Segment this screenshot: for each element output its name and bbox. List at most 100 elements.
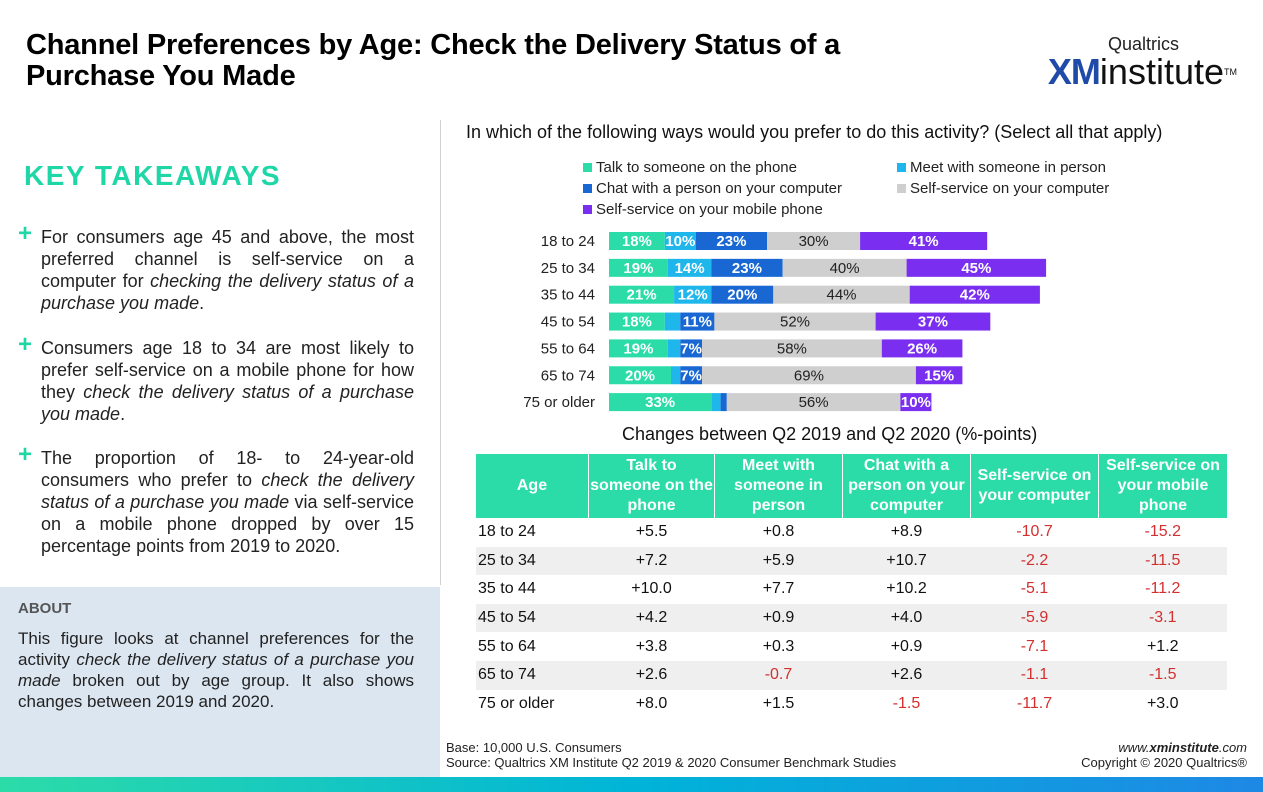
bar-segment (909, 285, 1040, 304)
bottom-gradient-bar (0, 777, 1263, 792)
logo-qualtrics: Qualtrics (1107, 34, 1179, 54)
page-title: Channel Preferences by Age: Check the De… (26, 29, 841, 92)
table-cell-value: -11.7 (1016, 694, 1053, 712)
bar-segment (711, 258, 783, 277)
table-cell-value: -3.1 (1098, 603, 1227, 633)
data-label: 20% (625, 367, 655, 384)
table-cell-value: -2.2 (970, 546, 1099, 576)
takeaway-1-end: . (199, 293, 205, 313)
takeaway-2-emphasis: check the delivery status of a purchase … (41, 382, 414, 424)
bar-segment (609, 312, 665, 331)
table-row: 18 to 24 +5.5 +0.8 +8.9 -10.7 -15.2 (476, 518, 1227, 547)
bar-segment (714, 312, 876, 331)
category-label: 75 or older (523, 394, 595, 411)
category-label: 35 to 44 (541, 287, 595, 304)
legend-swatch (583, 163, 592, 172)
bar-segment (664, 312, 681, 331)
table-row: 55 to 64 +3.8 +0.3 +0.9 -7.1 +1.2 (476, 632, 1227, 661)
bar-segment (680, 312, 715, 331)
table-cell-value: +4.2 (588, 603, 715, 633)
table-cell-value: +2.6 (842, 660, 971, 690)
about-panel (0, 587, 440, 777)
vertical-divider (440, 120, 441, 585)
table-cell-value: +5.9 (714, 546, 843, 576)
table-cell-value: +1.5 (762, 694, 795, 712)
legend-item-mobile: Self-service on your mobile phone (583, 201, 823, 218)
about-emphasis: check the delivery status of a purchase … (18, 650, 414, 690)
about-heading: ABOUT (18, 600, 72, 617)
bar-segment (609, 258, 668, 277)
data-label: 19% (623, 340, 653, 357)
data-label: 69% (794, 367, 824, 384)
footer-source: Base: 10,000 U.S. Consumers Source: Qual… (446, 740, 896, 770)
about-text: This figure looks at channel preferences… (18, 628, 414, 712)
header-chat: Chat with a person on your computer (842, 454, 971, 518)
legend-item-computer: Self-service on your computer (897, 180, 1109, 197)
data-label: 23% (732, 260, 762, 277)
data-label: 33% (645, 394, 675, 411)
bar-segment (702, 366, 916, 385)
table-cell-value: +8.0 (635, 694, 668, 712)
table-cell-value: -1.5 (892, 694, 921, 712)
data-label: 11% (683, 314, 712, 331)
bar-segment (767, 232, 861, 250)
logo-xm: XM (1047, 51, 1101, 92)
footer-source-text: Source: Qualtrics XM Institute Q2 2019 &… (446, 755, 897, 770)
data-label: 42% (960, 287, 990, 304)
bar-segment (875, 312, 991, 331)
table-row: 75 or older +8.0 +1.5 -1.5 -11.7 +3.0 (476, 690, 1227, 719)
legend-label: Talk to someone on the phone (596, 159, 797, 176)
table-cell-age: 18 to 24 (478, 523, 536, 541)
data-label: 21% (627, 287, 657, 304)
legend-label: Meet with someone in person (910, 159, 1106, 176)
legend-swatch (897, 163, 906, 172)
table-cell-value: +10.0 (631, 580, 672, 598)
table-cell-age: 45 to 54 (476, 603, 589, 633)
bar-segment (664, 232, 696, 250)
table-cell-value: +2.6 (588, 660, 715, 690)
legend-item-person: Meet with someone in person (897, 159, 1106, 176)
bar-segment (782, 258, 907, 277)
table-cell-value: +10.7 (842, 546, 971, 576)
data-label: 58% (777, 340, 807, 357)
header-computer: Self-service on your computer (970, 454, 1099, 518)
category-label: 18 to 24 (541, 233, 595, 250)
data-label: 30% (799, 233, 829, 250)
legend-item-phone: Talk to someone on the phone (583, 159, 797, 176)
bar-segment (900, 393, 932, 412)
footer-copyright: Copyright © 2020 Qualtrics® (1081, 755, 1247, 770)
takeaway-3-text: The proportion of 18- to 24-year-old con… (41, 448, 414, 490)
table-row: 35 to 44 +10.0 +7.7 +10.2 -5.1 -11.2 (476, 575, 1227, 604)
header-person: Meet with someone in person (714, 454, 843, 518)
category-label: 25 to 34 (541, 260, 595, 277)
takeaway-3-emphasis: check the delivery status of a purchase … (41, 470, 414, 512)
table-row: 25 to 34 +7.2 +5.9 +10.7 -2.2 -11.5 (476, 546, 1227, 576)
legend-item-chat: Chat with a person on your computer (583, 180, 842, 197)
data-label: 45% (961, 260, 991, 277)
table-cell-value: +3.0 (1146, 694, 1179, 712)
table-cell-value: -5.9 (970, 603, 1099, 633)
data-label: 52% (780, 314, 810, 331)
footer-base: Base: 10,000 U.S. Consumers (446, 740, 622, 755)
legend-label: Self-service on your computer (910, 180, 1110, 197)
bar-segment (773, 285, 910, 304)
plus-icon: + (18, 220, 33, 247)
table-cell-value: -11.5 (1098, 546, 1227, 576)
table-cell-value: +7.7 (762, 580, 795, 598)
table-row: 65 to 74 +2.6 -0.7 +2.6 -1.1 -1.5 (476, 660, 1227, 690)
takeaway-1-emphasis: checking the delivery status of a purcha… (41, 271, 415, 313)
bar-segment (726, 393, 901, 412)
data-label: 37% (918, 314, 948, 331)
data-label: 40% (830, 260, 860, 277)
legend-label: Self-service on your mobile phone (596, 201, 823, 218)
changes-title: Changes between Q2 2019 and Q2 2020 (%-p… (622, 424, 1038, 444)
bar-segment (609, 232, 665, 250)
data-label: 10% (665, 233, 695, 250)
table-cell-age: 75 or older (478, 694, 555, 712)
table-cell-value: -1.1 (970, 660, 1099, 690)
bar-segment (609, 285, 675, 304)
about-text-start: This figure looks at channel preferences… (18, 629, 414, 669)
plus-icon: + (18, 331, 33, 358)
bar-segment (915, 366, 963, 385)
table-header-row: Age Talk to someone on the phone Meet wi… (476, 454, 1227, 518)
